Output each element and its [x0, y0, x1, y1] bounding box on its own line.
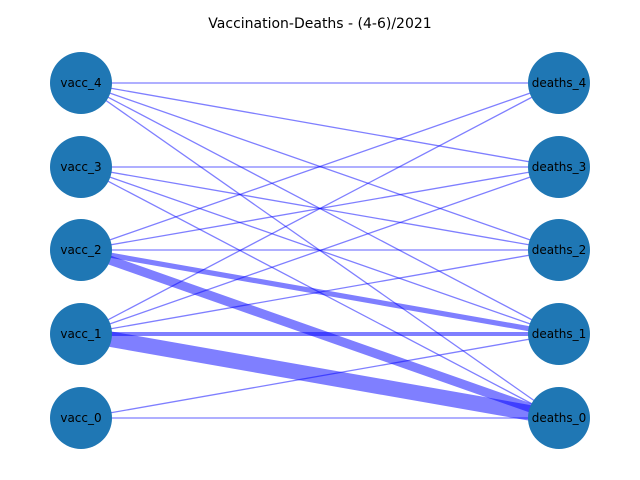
node-label: deaths_1	[532, 327, 587, 341]
node-circle	[528, 52, 590, 114]
node-circle	[528, 219, 590, 281]
node-label: deaths_4	[532, 76, 587, 90]
edge-vacc_4-deaths_0	[80, 82, 560, 419]
edge-vacc_1-deaths_0	[79, 326, 561, 426]
node-vacc_0: vacc_0	[50, 387, 112, 449]
edge-vacc_4-deaths_2	[80, 82, 560, 251]
node-vacc_3: vacc_3	[50, 136, 112, 198]
node-circle	[528, 387, 590, 449]
node-circle	[528, 303, 590, 365]
node-circle	[528, 136, 590, 198]
node-deaths_0: deaths_0	[528, 387, 590, 449]
node-label: vacc_3	[60, 160, 101, 174]
node-circle	[50, 52, 112, 114]
node-label: vacc_4	[60, 76, 101, 90]
node-deaths_3: deaths_3	[528, 136, 590, 198]
node-vacc_1: vacc_1	[50, 303, 112, 365]
node-vacc_2: vacc_2	[50, 219, 112, 281]
node-label: deaths_2	[532, 243, 587, 257]
node-circle	[50, 136, 112, 198]
edges-layer	[79, 82, 561, 426]
node-vacc_4: vacc_4	[50, 52, 112, 114]
edge-vacc_4-deaths_3	[80, 82, 560, 168]
node-label: deaths_3	[532, 160, 587, 174]
node-deaths_2: deaths_2	[528, 219, 590, 281]
edge-vacc_4-deaths_1	[80, 82, 560, 335]
edge-vacc_2-deaths_0	[79, 245, 561, 423]
edge-vacc_3-deaths_0	[80, 166, 560, 419]
node-circle	[50, 303, 112, 365]
node-deaths_4: deaths_4	[528, 52, 590, 114]
node-circle	[50, 219, 112, 281]
node-label: deaths_0	[532, 411, 587, 425]
node-deaths_1: deaths_1	[528, 303, 590, 365]
node-label: vacc_0	[60, 411, 101, 425]
nodes-layer: vacc_0 vacc_1 vacc_2 vacc_3 vacc_4 deaths_0 de…	[50, 52, 590, 449]
graph-title: Vaccination-Deaths - (4-6)/2021	[208, 16, 431, 32]
node-circle	[50, 387, 112, 449]
node-label: vacc_1	[60, 327, 101, 341]
node-label: vacc_2	[60, 243, 101, 257]
